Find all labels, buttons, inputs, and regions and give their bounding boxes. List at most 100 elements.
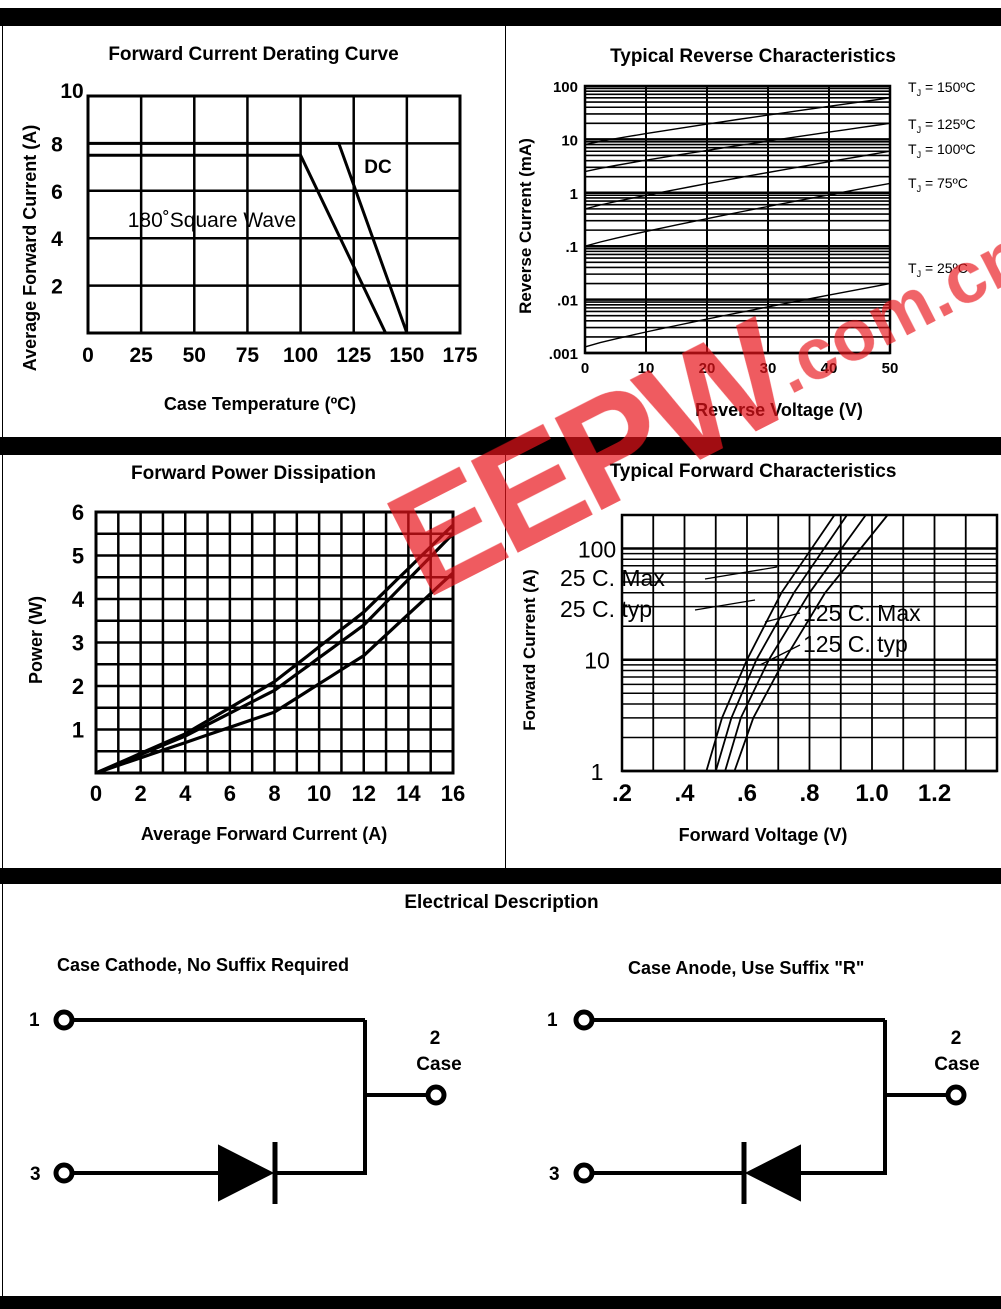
derating-title: Forward Current Derating Curve	[108, 44, 399, 65]
forward-y-tick: 100	[578, 536, 616, 562]
right-caption: Case Anode, Use Suffix "R"	[628, 958, 864, 978]
right-pin3-terminal	[573, 1162, 595, 1184]
derating-square-wave-label: 180˚Square Wave	[128, 209, 296, 232]
right-pin3-label: 3	[549, 1164, 560, 1185]
forward-series-line	[714, 514, 848, 772]
reverse-y-tick: .1	[565, 239, 578, 256]
reverse-y-tick: 1	[570, 186, 578, 203]
power-y-tick: 4	[72, 587, 85, 612]
reverse-tj-label: TJ = 25ºC	[908, 260, 968, 279]
left-diode-symbol	[218, 1144, 275, 1202]
forward-panel: Typical Forward Characteristics Forward …	[505, 455, 1001, 868]
power-x-tick: 6	[224, 781, 236, 806]
electrical-panel: Electrical Description Case Cathode, No …	[2, 884, 1001, 1296]
derating-xlabel: Case Temperature (ºC)	[164, 394, 356, 414]
forward-x-tick: 1.0	[855, 780, 888, 807]
lower-divider	[0, 868, 1001, 884]
power-x-tick: 8	[268, 781, 280, 806]
reverse-x-tick: 40	[821, 360, 838, 377]
right-pin1-terminal	[573, 1009, 595, 1031]
forward-y-tick: 10	[584, 648, 610, 674]
power-xlabel: Average Forward Current (A)	[141, 824, 387, 844]
left-pin3-terminal	[53, 1162, 75, 1184]
power-title: Forward Power Dissipation	[131, 463, 376, 484]
middle-divider	[0, 437, 1001, 455]
reverse-xlabel: Reverse Voltage (V)	[695, 400, 863, 420]
left-pin1-terminal	[53, 1009, 75, 1031]
forward-label-leader	[694, 599, 756, 611]
derating-chart: Average Forward Current (A) Case Tempera…	[20, 80, 478, 414]
reverse-tj-label: TJ = 75ºC	[908, 175, 968, 194]
reverse-tj-label: TJ = 150ºC	[908, 79, 976, 98]
reverse-panel: Typical Reverse Characteristics Reverse …	[505, 26, 1001, 437]
derating-frame	[86, 94, 462, 335]
reverse-series-line	[584, 150, 891, 210]
derating-x-tick: 0	[82, 344, 94, 367]
forward-label-leader	[759, 644, 801, 666]
forward-title: Typical Forward Characteristics	[609, 461, 897, 482]
derating-x-tick: 150	[389, 344, 424, 367]
left-pin2-label: 2	[430, 1028, 441, 1049]
left-pin1-label: 1	[29, 1010, 40, 1031]
forward-y-tick: 1	[591, 759, 604, 785]
derating-ylabel: Average Forward Current (A)	[20, 125, 40, 371]
reverse-tj-label: TJ = 125ºC	[908, 116, 976, 135]
center-divider	[505, 26, 506, 868]
derating-series-line	[88, 141, 409, 334]
power-y-tick: 5	[72, 544, 84, 569]
power-x-tick: 16	[441, 781, 465, 806]
forward-xlabel: Forward Voltage (V)	[679, 825, 848, 845]
derating-series-line	[88, 153, 387, 334]
forward-x-tick: .6	[737, 780, 757, 807]
derating-x-tick: 175	[442, 344, 477, 367]
forward-x-tick: 1.2	[918, 780, 951, 807]
forward-x-tick: .4	[674, 780, 695, 807]
power-x-tick: 14	[396, 781, 421, 806]
reverse-series-line	[584, 97, 891, 146]
reverse-chart: Reverse Current (mA) Reverse Voltage (V)…	[516, 79, 976, 420]
schematics: Case Cathode, No Suffix Required Case An…	[29, 955, 980, 1204]
left-schematic	[53, 1009, 447, 1204]
derating-y-tick: 6	[51, 181, 63, 204]
forward-x-tick: .8	[799, 780, 819, 807]
derating-y-tick: 10	[60, 80, 83, 103]
derating-x-tick: 125	[336, 344, 371, 367]
power-x-tick: 10	[307, 781, 331, 806]
power-y-tick: 6	[72, 500, 84, 525]
forward-ylabel: Forward Current (A)	[520, 569, 539, 731]
forward-curve-label: 125 C. typ	[803, 631, 908, 657]
power-x-tick: 0	[90, 781, 102, 806]
reverse-x-tick: 20	[699, 360, 716, 377]
forward-x-tick: .2	[612, 780, 632, 807]
reverse-y-tick: .001	[549, 346, 578, 363]
power-x-tick: 2	[135, 781, 147, 806]
forward-frame	[620, 513, 999, 773]
left-pin3-label: 3	[30, 1164, 41, 1185]
forward-chart: Forward Current (A) Forward Voltage (V) …	[520, 513, 999, 845]
derating-panel: Forward Current Derating Curve Average F…	[2, 26, 505, 437]
reverse-y-tick: 10	[561, 132, 578, 149]
forward-series-line	[705, 514, 836, 772]
power-y-tick: 2	[72, 674, 84, 699]
bottom-divider	[0, 1296, 1001, 1309]
forward-curve-label: 125 C. Max	[803, 600, 921, 626]
right-diode-symbol	[744, 1144, 801, 1202]
reverse-x-tick: 10	[638, 360, 655, 377]
power-x-tick: 12	[352, 781, 376, 806]
left-border	[2, 26, 3, 1296]
reverse-y-tick: .01	[557, 293, 578, 310]
forward-series-line	[724, 514, 867, 772]
power-series-line	[95, 532, 455, 775]
reverse-x-tick: 50	[882, 360, 899, 377]
reverse-ylabel: Reverse Current (mA)	[516, 138, 535, 314]
power-chart: Power (W) Average Forward Current (A) 0 2…	[26, 500, 465, 844]
reverse-x-tick: 30	[760, 360, 777, 377]
power-frame	[94, 510, 455, 775]
forward-curve-label: 25 C. Max	[560, 565, 665, 591]
top-divider	[0, 8, 1001, 26]
power-series-line	[95, 571, 455, 775]
derating-x-tick: 75	[236, 344, 260, 367]
derating-y-tick: 2	[51, 276, 63, 299]
power-y-tick: 3	[72, 631, 84, 656]
forward-label-leader	[704, 566, 778, 580]
